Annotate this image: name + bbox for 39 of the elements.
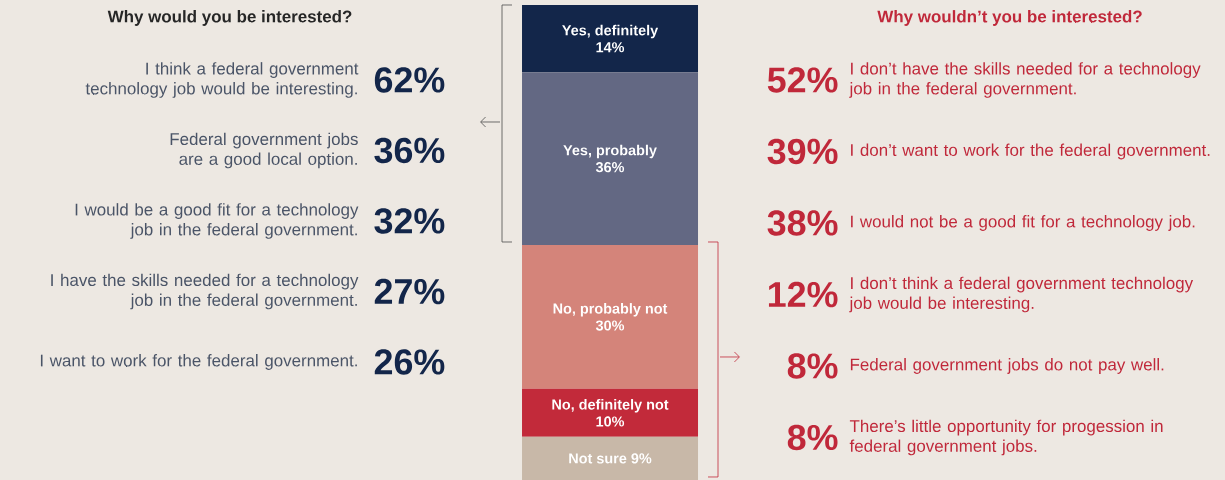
category-label: I don’t think a federal government technology job would be interesting.: [849, 276, 1194, 313]
series-label: Not sure: [569, 453, 627, 464]
text: 52%: [767, 67, 838, 93]
text: 36%: [374, 137, 445, 164]
series-label: No, definitely not: [552, 399, 669, 413]
category-label: Federal government jobs do not pay well.: [850, 358, 1164, 374]
category-label: I think a federal government technology job would be interesting.: [85, 62, 359, 98]
text: 8%: [787, 424, 838, 451]
text: 26%: [374, 349, 445, 375]
bar: [522, 72, 699, 245]
series-label: Yes, probably: [563, 144, 657, 159]
text: Why would you be interested?: [107, 10, 352, 26]
category-label: I don’t want to work for the federal government.: [851, 143, 1210, 160]
text: 39%: [767, 138, 838, 165]
text: 27%: [374, 278, 445, 305]
text: 12%: [768, 281, 838, 308]
bar: [522, 5, 699, 73]
text: Why wouldn’t you be interested?: [877, 10, 1142, 26]
category-label: I don’t have the skills needed for a technology job in the federal government.: [849, 62, 1201, 98]
bar: [522, 388, 699, 437]
text: 38%: [767, 210, 838, 236]
data-label: 10%: [596, 416, 625, 427]
bar: [522, 436, 699, 480]
text: 8%: [787, 353, 838, 379]
series-label: Yes, definitely: [562, 24, 659, 39]
category-label: There’s little opportunity for progession in federal government jobs.: [849, 419, 1163, 456]
text: 32%: [374, 208, 445, 234]
data-label: 36%: [595, 162, 625, 173]
category-label: I have the skills needed for a technology job in the federal government.: [51, 273, 359, 310]
series-label: No, probably not: [553, 303, 668, 317]
text: 62%: [374, 67, 445, 93]
category-label: I want to work for the federal government.: [40, 354, 357, 370]
category-label: I would not be a good fit for a technology job.: [851, 215, 1195, 231]
category-label: I would be a good fit for a technology job in the federal government.: [75, 203, 359, 239]
data-label: 14%: [596, 42, 625, 53]
category-label: Federal government jobs are a good local option.: [170, 132, 358, 169]
bar: [522, 244, 699, 389]
data-label: 30%: [595, 320, 625, 331]
data-label: 9%: [631, 453, 652, 464]
